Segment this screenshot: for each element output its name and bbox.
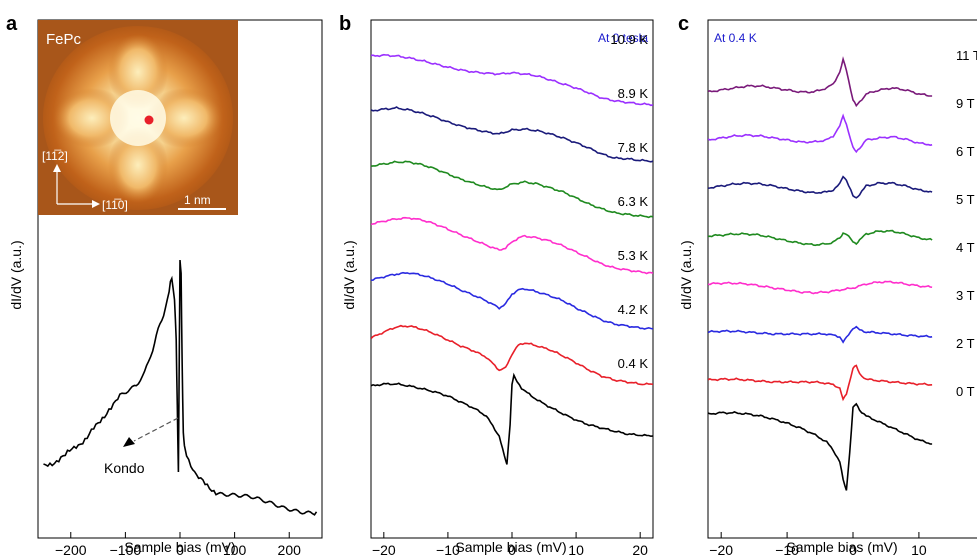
x-tick-label: 10 — [911, 542, 927, 557]
x-axis-label-c: Sample bias (mV) — [786, 539, 897, 555]
series-line — [371, 106, 653, 163]
series-label: 7.8 K — [618, 140, 649, 155]
series-label: 8.9 K — [618, 86, 649, 101]
x-tick-label: 0 — [508, 542, 516, 557]
x-tick-label: 10 — [568, 542, 584, 557]
y-axis-label-b: dI/dV (a.u.) — [341, 240, 357, 309]
series-line — [371, 160, 653, 219]
series-group-b — [371, 53, 653, 465]
panel-c-frame — [707, 19, 977, 539]
series-label: 6 T — [956, 144, 975, 159]
series-label: 5 T — [956, 192, 975, 207]
series-labels-b: 10.9 K 8.9 K 7.8 K 6.3 K 5.3 K 4.2 K 0.4 K — [610, 32, 648, 371]
x-tick-label: 20 — [632, 542, 648, 557]
series-line — [708, 280, 933, 295]
panel-c-condition-label: At 0.4 K — [714, 31, 757, 45]
kondo-pointer — [133, 417, 179, 442]
series-label: 3 T — [956, 288, 975, 303]
series-line — [371, 53, 653, 107]
stm-inset: FePc [11̅2] [11̅0] 1 nm — [38, 20, 238, 215]
series-line — [708, 325, 933, 344]
series-label: 9 T — [956, 96, 975, 111]
x-axis-label-b: Sample bias (mV) — [455, 539, 566, 555]
kondo-annotation: Kondo — [104, 460, 145, 476]
stm-center-bright — [110, 90, 166, 146]
x-tick-label: −200 — [55, 542, 87, 557]
series-label: 4.2 K — [618, 302, 649, 317]
panel-a: a FePc [11̅2] [11̅0] 1 nm — [6, 13, 323, 557]
series-label: 6.3 K — [618, 194, 649, 209]
stm-lobe-top — [108, 34, 168, 110]
series-line — [708, 364, 933, 402]
direction-right-label: [11̅0] — [102, 198, 128, 212]
y-axis-label-c: dI/dV (a.u.) — [678, 240, 694, 309]
x-tick-label: −100 — [110, 542, 142, 557]
series-label: 4 T — [956, 240, 975, 255]
x-tick-label: 200 — [278, 542, 302, 557]
x-tick-label: 100 — [223, 542, 247, 557]
x-ticks-a: −200 −100 0 100 200 — [55, 532, 301, 557]
series-label: 10.9 K — [610, 32, 648, 47]
triangle-marker-icon — [123, 437, 135, 447]
x-ticks-b: −20 −10 0 10 20 — [372, 532, 648, 557]
series-line — [708, 229, 933, 247]
series-line — [708, 402, 933, 491]
stm-lobe-right — [146, 88, 222, 148]
panel-b-letter: b — [339, 13, 351, 35]
panel-c: c At 0.4 K 11 T 9 T 6 T 5 T 4 T 3 T 2 T 0 T dI/… — [678, 13, 977, 557]
stm-lobe-left — [54, 88, 130, 148]
series-label: 5.3 K — [618, 248, 649, 263]
x-tick-label: −20 — [709, 542, 733, 557]
series-labels-c: 11 T 9 T 6 T 5 T 4 T 3 T 2 T 0 T — [956, 48, 977, 399]
panel-b-condition-label: At 0 tesla — [598, 31, 648, 45]
panel-c-letter: c — [678, 13, 689, 35]
series-label: 0.4 K — [618, 356, 649, 371]
arrow-right-icon — [92, 200, 100, 208]
series-line — [371, 324, 653, 386]
tip-position-marker — [144, 115, 154, 125]
direction-up-label: [11̅2] — [42, 149, 68, 163]
scale-bar-label: 1 nm — [184, 193, 211, 207]
series-line — [371, 271, 653, 330]
spectrum-line-a — [43, 259, 318, 516]
x-tick-label: 0 — [849, 542, 857, 557]
series-label: 2 T — [956, 336, 975, 351]
y-axis-label-a: dI/dV (a.u.) — [8, 240, 24, 309]
panel-b: b At 0 tesla 10.9 K 8.9 K 7.8 K 6.3 K 5.3 K 4… — [339, 13, 654, 557]
series-line — [371, 216, 653, 275]
series-line — [371, 372, 653, 465]
panel-b-frame — [370, 19, 654, 539]
x-tick-label: −10 — [775, 542, 799, 557]
x-tick-label: 0 — [176, 542, 184, 557]
panel-a-letter: a — [6, 13, 18, 35]
series-line — [708, 113, 933, 154]
series-line — [708, 175, 933, 199]
stm-lobe-bottom — [108, 127, 168, 203]
series-label: 0 T — [956, 384, 975, 399]
arrow-up-icon — [53, 164, 61, 172]
x-tick-label: −20 — [372, 542, 396, 557]
x-axis-label-a: Sample bias (mV) — [124, 539, 235, 555]
x-tick-label: −10 — [436, 542, 460, 557]
series-label: 11 T — [956, 48, 977, 63]
series-group-c — [708, 56, 933, 491]
inset-label: FePc — [46, 31, 82, 48]
series-line — [708, 56, 933, 108]
